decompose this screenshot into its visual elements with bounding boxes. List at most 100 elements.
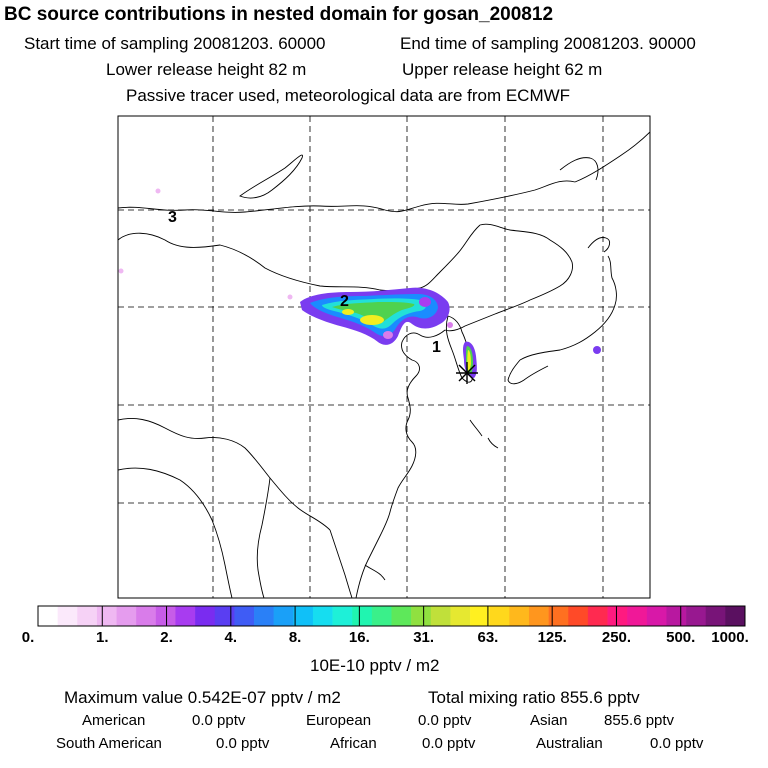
plume-green (332, 302, 415, 324)
colorbar-cell (725, 606, 746, 626)
coast-japan (507, 255, 617, 385)
colorbar-cell (57, 606, 78, 626)
colorbar (37, 605, 746, 627)
region-european-value: 0.0 pptv (418, 712, 472, 729)
colorbar-cell (293, 606, 314, 626)
cluster-label-3: 3 (168, 209, 177, 226)
colorbar-cell (627, 606, 648, 626)
map-panel (117, 115, 651, 599)
region-south-american-value: 0.0 pptv (216, 735, 270, 752)
colorbar-cell (646, 606, 667, 626)
colorbar-cell (155, 606, 176, 626)
receptor-marker (456, 362, 478, 384)
colorbar-tick-label: 16. (348, 629, 370, 646)
border-vietnam (329, 529, 353, 598)
region-asian-name: Asian (530, 712, 568, 729)
plume-spot (447, 322, 453, 328)
colorbar-unit: 10E-10 pptv / m2 (310, 656, 440, 675)
colorbar-cell (116, 606, 137, 626)
plume-spot (118, 268, 124, 274)
coast-ryukyu (469, 419, 499, 449)
lake-baikal (239, 154, 303, 199)
upper-release-label: Upper release height 62 m (402, 60, 603, 79)
plume-yellow-core (342, 309, 354, 315)
border-china-russia-east (444, 223, 573, 332)
colorbar-tick-label: 8. (288, 629, 302, 646)
region-african-value: 0.0 pptv (422, 735, 476, 752)
plume-yellow-core (360, 315, 384, 325)
colorbar-tick-label: 1000. (711, 629, 749, 646)
colorbar-tick-label: 4. (224, 629, 238, 646)
colorbar-cell (312, 606, 333, 626)
colorbar-cell (548, 606, 569, 626)
colorbar-cell (136, 606, 157, 626)
colorbar-cell (273, 606, 294, 626)
colorbar-cell (666, 606, 687, 626)
colorbar-cell (509, 606, 530, 626)
cluster-label-2: 2 (340, 293, 349, 310)
coastlines (118, 131, 650, 598)
colorbar-cell (470, 606, 490, 626)
border-russia-mongolia (118, 180, 576, 213)
colorbar-cell (411, 606, 432, 626)
plot-title: BC source contributions in nested domain… (4, 4, 554, 25)
colorbar-cell (705, 606, 726, 626)
colorbar-cell (430, 606, 451, 626)
total-mixing-label: Total mixing ratio 855.6 pptv (428, 688, 640, 707)
colorbar-border (37, 605, 746, 627)
region-african-name: African (330, 735, 377, 752)
border-south (118, 417, 331, 531)
colorbar-cell (686, 606, 707, 626)
coast-northeast (574, 131, 650, 183)
plume-receptor-yellow (467, 350, 471, 371)
colorbar-cell (77, 606, 98, 626)
plume-spot (419, 297, 431, 307)
colorbar-cell (587, 606, 608, 626)
colorbar-cell (352, 606, 373, 626)
region-american-name: American (82, 712, 146, 729)
colorbar-cell (450, 606, 471, 626)
plume-spot (287, 294, 293, 300)
region-american-value: 0.0 pptv (192, 712, 246, 729)
cluster-label-1: 1 (432, 339, 441, 356)
colorbar-cell (391, 606, 412, 626)
coast-hainan (364, 564, 386, 581)
colorbar-cell (214, 606, 235, 626)
end-time-label: End time of sampling 20081203. 90000 (400, 34, 696, 53)
colorbar-tick-label: 250. (601, 629, 632, 646)
coast-hokkaido (587, 237, 611, 253)
colorbar-cell (175, 606, 196, 626)
region-european-name: European (306, 712, 372, 729)
plume-spot (383, 331, 393, 339)
colorbar-cell (568, 606, 589, 626)
region-south-american-name: South American (56, 735, 162, 752)
colorbar-tick-label: 500. (666, 629, 696, 646)
colorbar-tick-label: 63. (477, 629, 499, 646)
tracer-note: Passive tracer used, meteorological data… (126, 86, 571, 105)
coast-korea (445, 315, 474, 383)
colorbar-cell (254, 606, 274, 626)
colorbar-tick-label: 125. (537, 629, 567, 646)
colorbar-cell (195, 606, 216, 626)
colorbar-tick-label: 1. (96, 629, 109, 646)
border-myanmar (118, 467, 233, 598)
max-value-label: Maximum value 0.542E-07 pptv / m2 (64, 688, 341, 707)
colorbar-cell (38, 606, 58, 626)
colorbar-tick-label: 31. (413, 629, 435, 646)
plume-spot-japan (593, 346, 601, 354)
colorbar-tick-label: 0. (21, 629, 35, 646)
colorbar-cell (371, 606, 392, 626)
colorbar-cell (332, 606, 353, 626)
region-australian-value: 0.0 pptv (650, 735, 704, 752)
plume-main (118, 188, 601, 378)
start-time-label: Start time of sampling 20081203. 60000 (24, 34, 326, 53)
region-asian-value: 855.6 pptv (604, 712, 675, 729)
colorbar-cell (528, 606, 549, 626)
colorbar-cell (96, 606, 117, 626)
plume-spot (155, 188, 161, 194)
lower-release-label: Lower release height 82 m (106, 60, 307, 79)
border-mongolia-china (118, 224, 481, 292)
colorbar-cell (607, 606, 628, 626)
colorbar-tick-label: 2. (160, 629, 173, 646)
